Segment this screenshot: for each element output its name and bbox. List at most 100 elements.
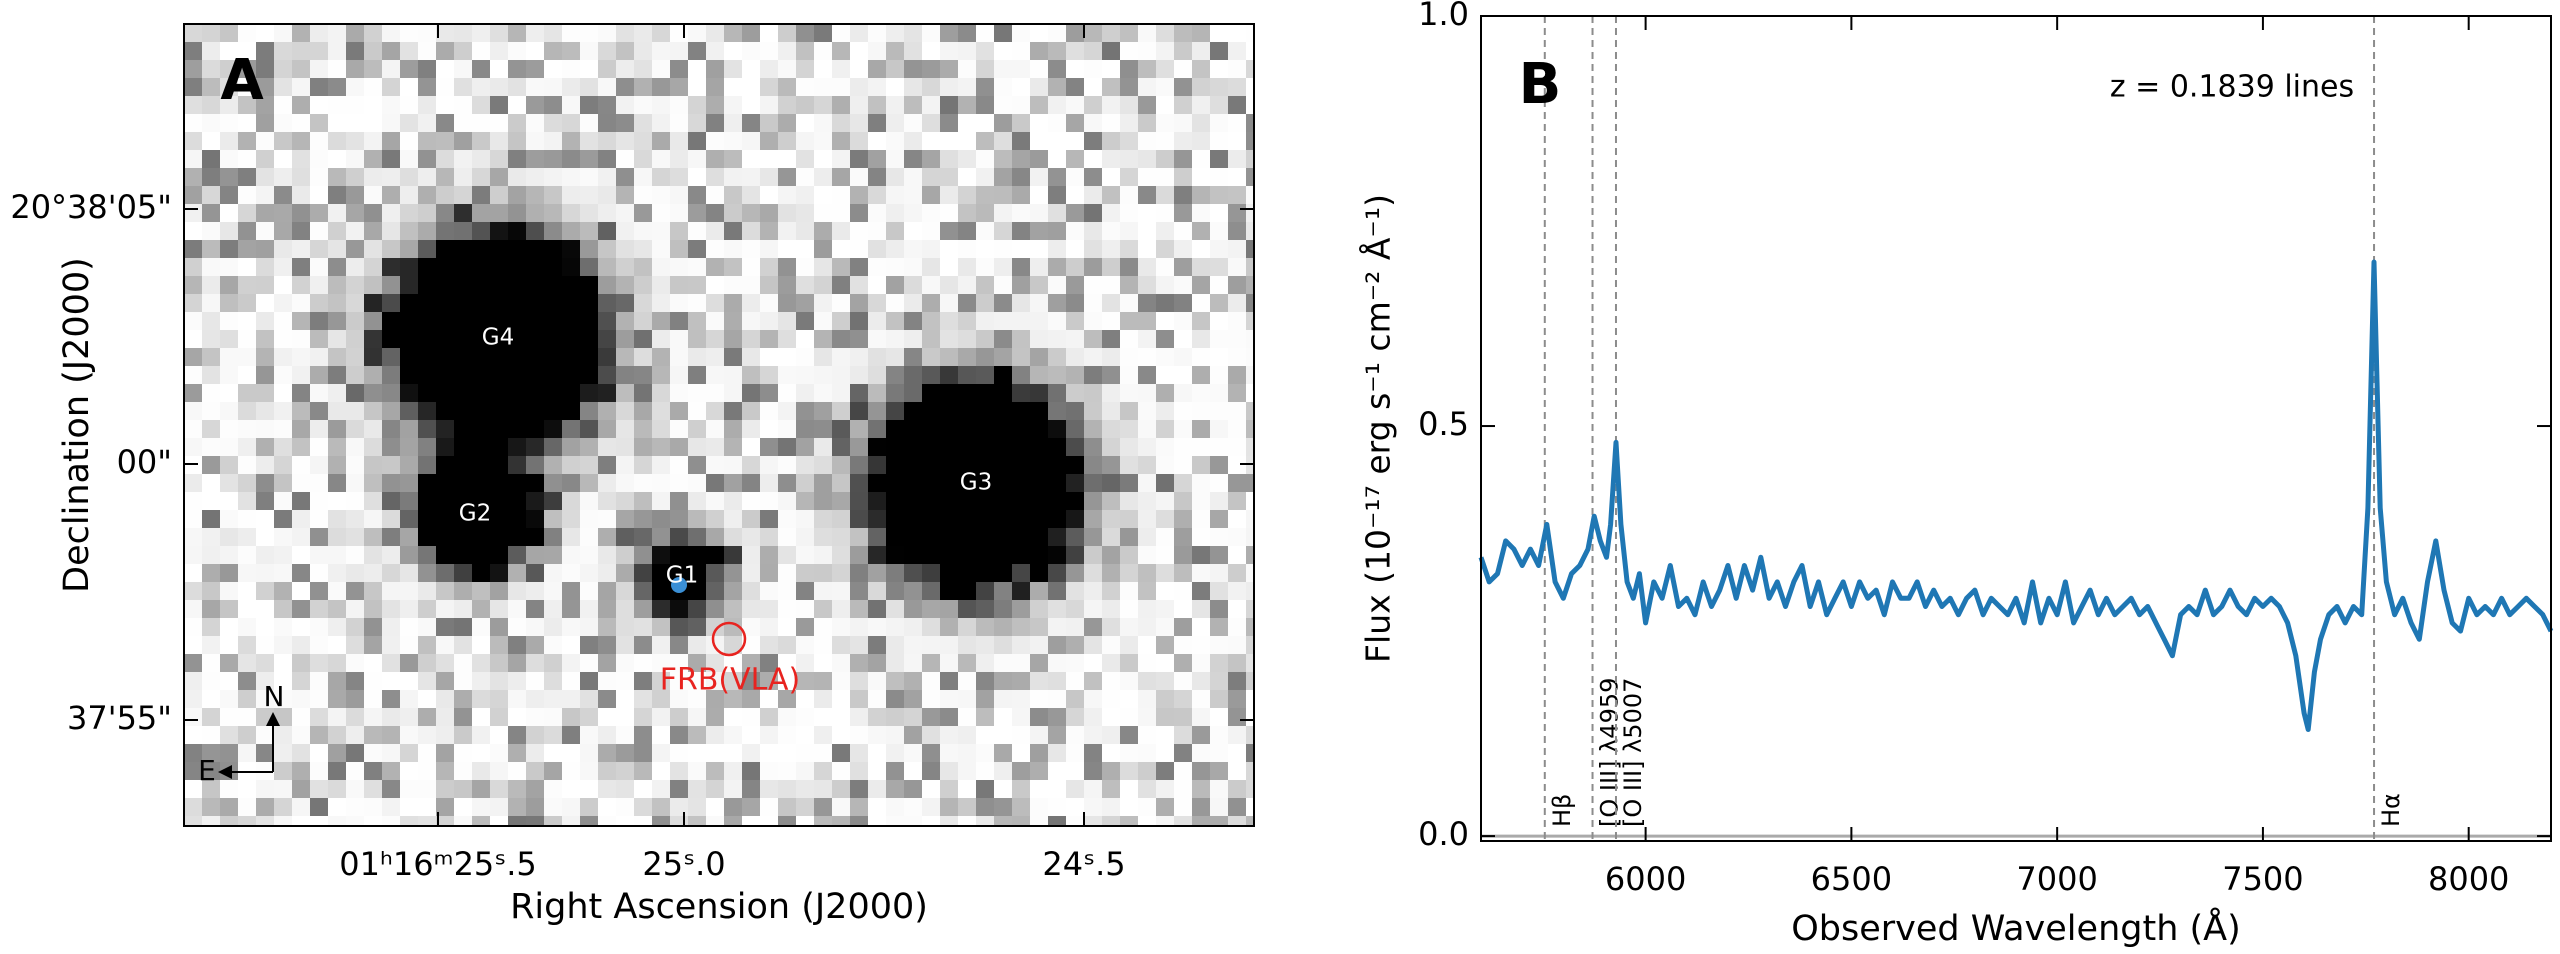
- pixel: [886, 366, 904, 384]
- pixel: [274, 456, 292, 474]
- pixel: [580, 186, 598, 204]
- pixel: [1066, 348, 1084, 366]
- pixel: [490, 60, 508, 78]
- pixel: [598, 600, 616, 618]
- pixel: [472, 60, 490, 78]
- pixel: [1174, 708, 1192, 726]
- pixel: [526, 222, 544, 240]
- pixel: [1084, 78, 1102, 96]
- pixel: [382, 276, 400, 294]
- pixel: [454, 456, 472, 474]
- pixel: [706, 60, 724, 78]
- pixel: [1174, 276, 1192, 294]
- pixel: [922, 276, 940, 294]
- pixel: [400, 726, 418, 744]
- pixel: [850, 438, 868, 456]
- pixel: [688, 438, 706, 456]
- pixel: [922, 564, 940, 582]
- pixel: [274, 78, 292, 96]
- pixel: [1228, 276, 1246, 294]
- pixel: [616, 240, 634, 258]
- pixel: [562, 60, 580, 78]
- pixel: [1192, 222, 1210, 240]
- pixel: [544, 564, 562, 582]
- pixel: [184, 600, 202, 618]
- pixel: [364, 816, 382, 826]
- pixel: [220, 564, 238, 582]
- pixel: [238, 780, 256, 798]
- pixel: [760, 222, 778, 240]
- pixel: [346, 618, 364, 636]
- pixel: [778, 150, 796, 168]
- pixel: [310, 114, 328, 132]
- pixel: [670, 816, 688, 826]
- pixel: [526, 726, 544, 744]
- pixel: [1156, 474, 1174, 492]
- pixel: [256, 96, 274, 114]
- pixel: [184, 168, 202, 186]
- pixel: [778, 132, 796, 150]
- pixel: [1156, 366, 1174, 384]
- pixel: [562, 636, 580, 654]
- pixel: [634, 96, 652, 114]
- pixel: [310, 726, 328, 744]
- pixel: [976, 312, 994, 330]
- pixel: [490, 384, 508, 402]
- pixel: [436, 762, 454, 780]
- pixel: [184, 582, 202, 600]
- pixel: [544, 690, 562, 708]
- x-tick-label: 8000: [2428, 860, 2509, 898]
- pixel: [454, 510, 472, 528]
- pixel: [868, 546, 886, 564]
- pixel: [850, 186, 868, 204]
- pixel: [562, 654, 580, 672]
- pixel: [706, 150, 724, 168]
- pixel: [202, 564, 220, 582]
- pixel: [814, 348, 832, 366]
- pixel: [598, 150, 616, 168]
- pixel: [472, 690, 490, 708]
- pixel: [1120, 582, 1138, 600]
- pixel: [688, 780, 706, 798]
- pixel: [634, 114, 652, 132]
- pixel: [886, 528, 904, 546]
- pixel: [616, 204, 634, 222]
- pixel: [904, 762, 922, 780]
- pixel: [1192, 474, 1210, 492]
- pixel: [1174, 366, 1192, 384]
- pixel: [724, 474, 742, 492]
- pixel: [742, 276, 760, 294]
- pixel: [796, 672, 814, 690]
- pixel: [958, 798, 976, 816]
- pixel: [220, 582, 238, 600]
- pixel: [796, 24, 814, 42]
- pixel: [652, 420, 670, 438]
- pixel: [238, 528, 256, 546]
- pixel: [1012, 564, 1030, 582]
- pixel: [292, 222, 310, 240]
- pixel: [1048, 654, 1066, 672]
- pixel: [418, 60, 436, 78]
- pixel: [580, 42, 598, 60]
- pixel: [598, 294, 616, 312]
- pixel: [616, 402, 634, 420]
- pixel: [436, 312, 454, 330]
- pixel: [706, 744, 724, 762]
- pixel: [796, 726, 814, 744]
- pixel: [490, 582, 508, 600]
- pixel: [1228, 816, 1246, 826]
- pixel: [184, 384, 202, 402]
- pixel: [220, 546, 238, 564]
- pixel: [1066, 636, 1084, 654]
- pixel: [490, 618, 508, 636]
- pixel: [1210, 726, 1228, 744]
- pixel: [1012, 780, 1030, 798]
- pixel: [364, 654, 382, 672]
- pixel: [778, 582, 796, 600]
- pixel: [1210, 528, 1228, 546]
- pixel: [598, 654, 616, 672]
- pixel: [310, 690, 328, 708]
- pixel: [454, 708, 472, 726]
- pixel: [760, 330, 778, 348]
- pixel: [706, 582, 724, 600]
